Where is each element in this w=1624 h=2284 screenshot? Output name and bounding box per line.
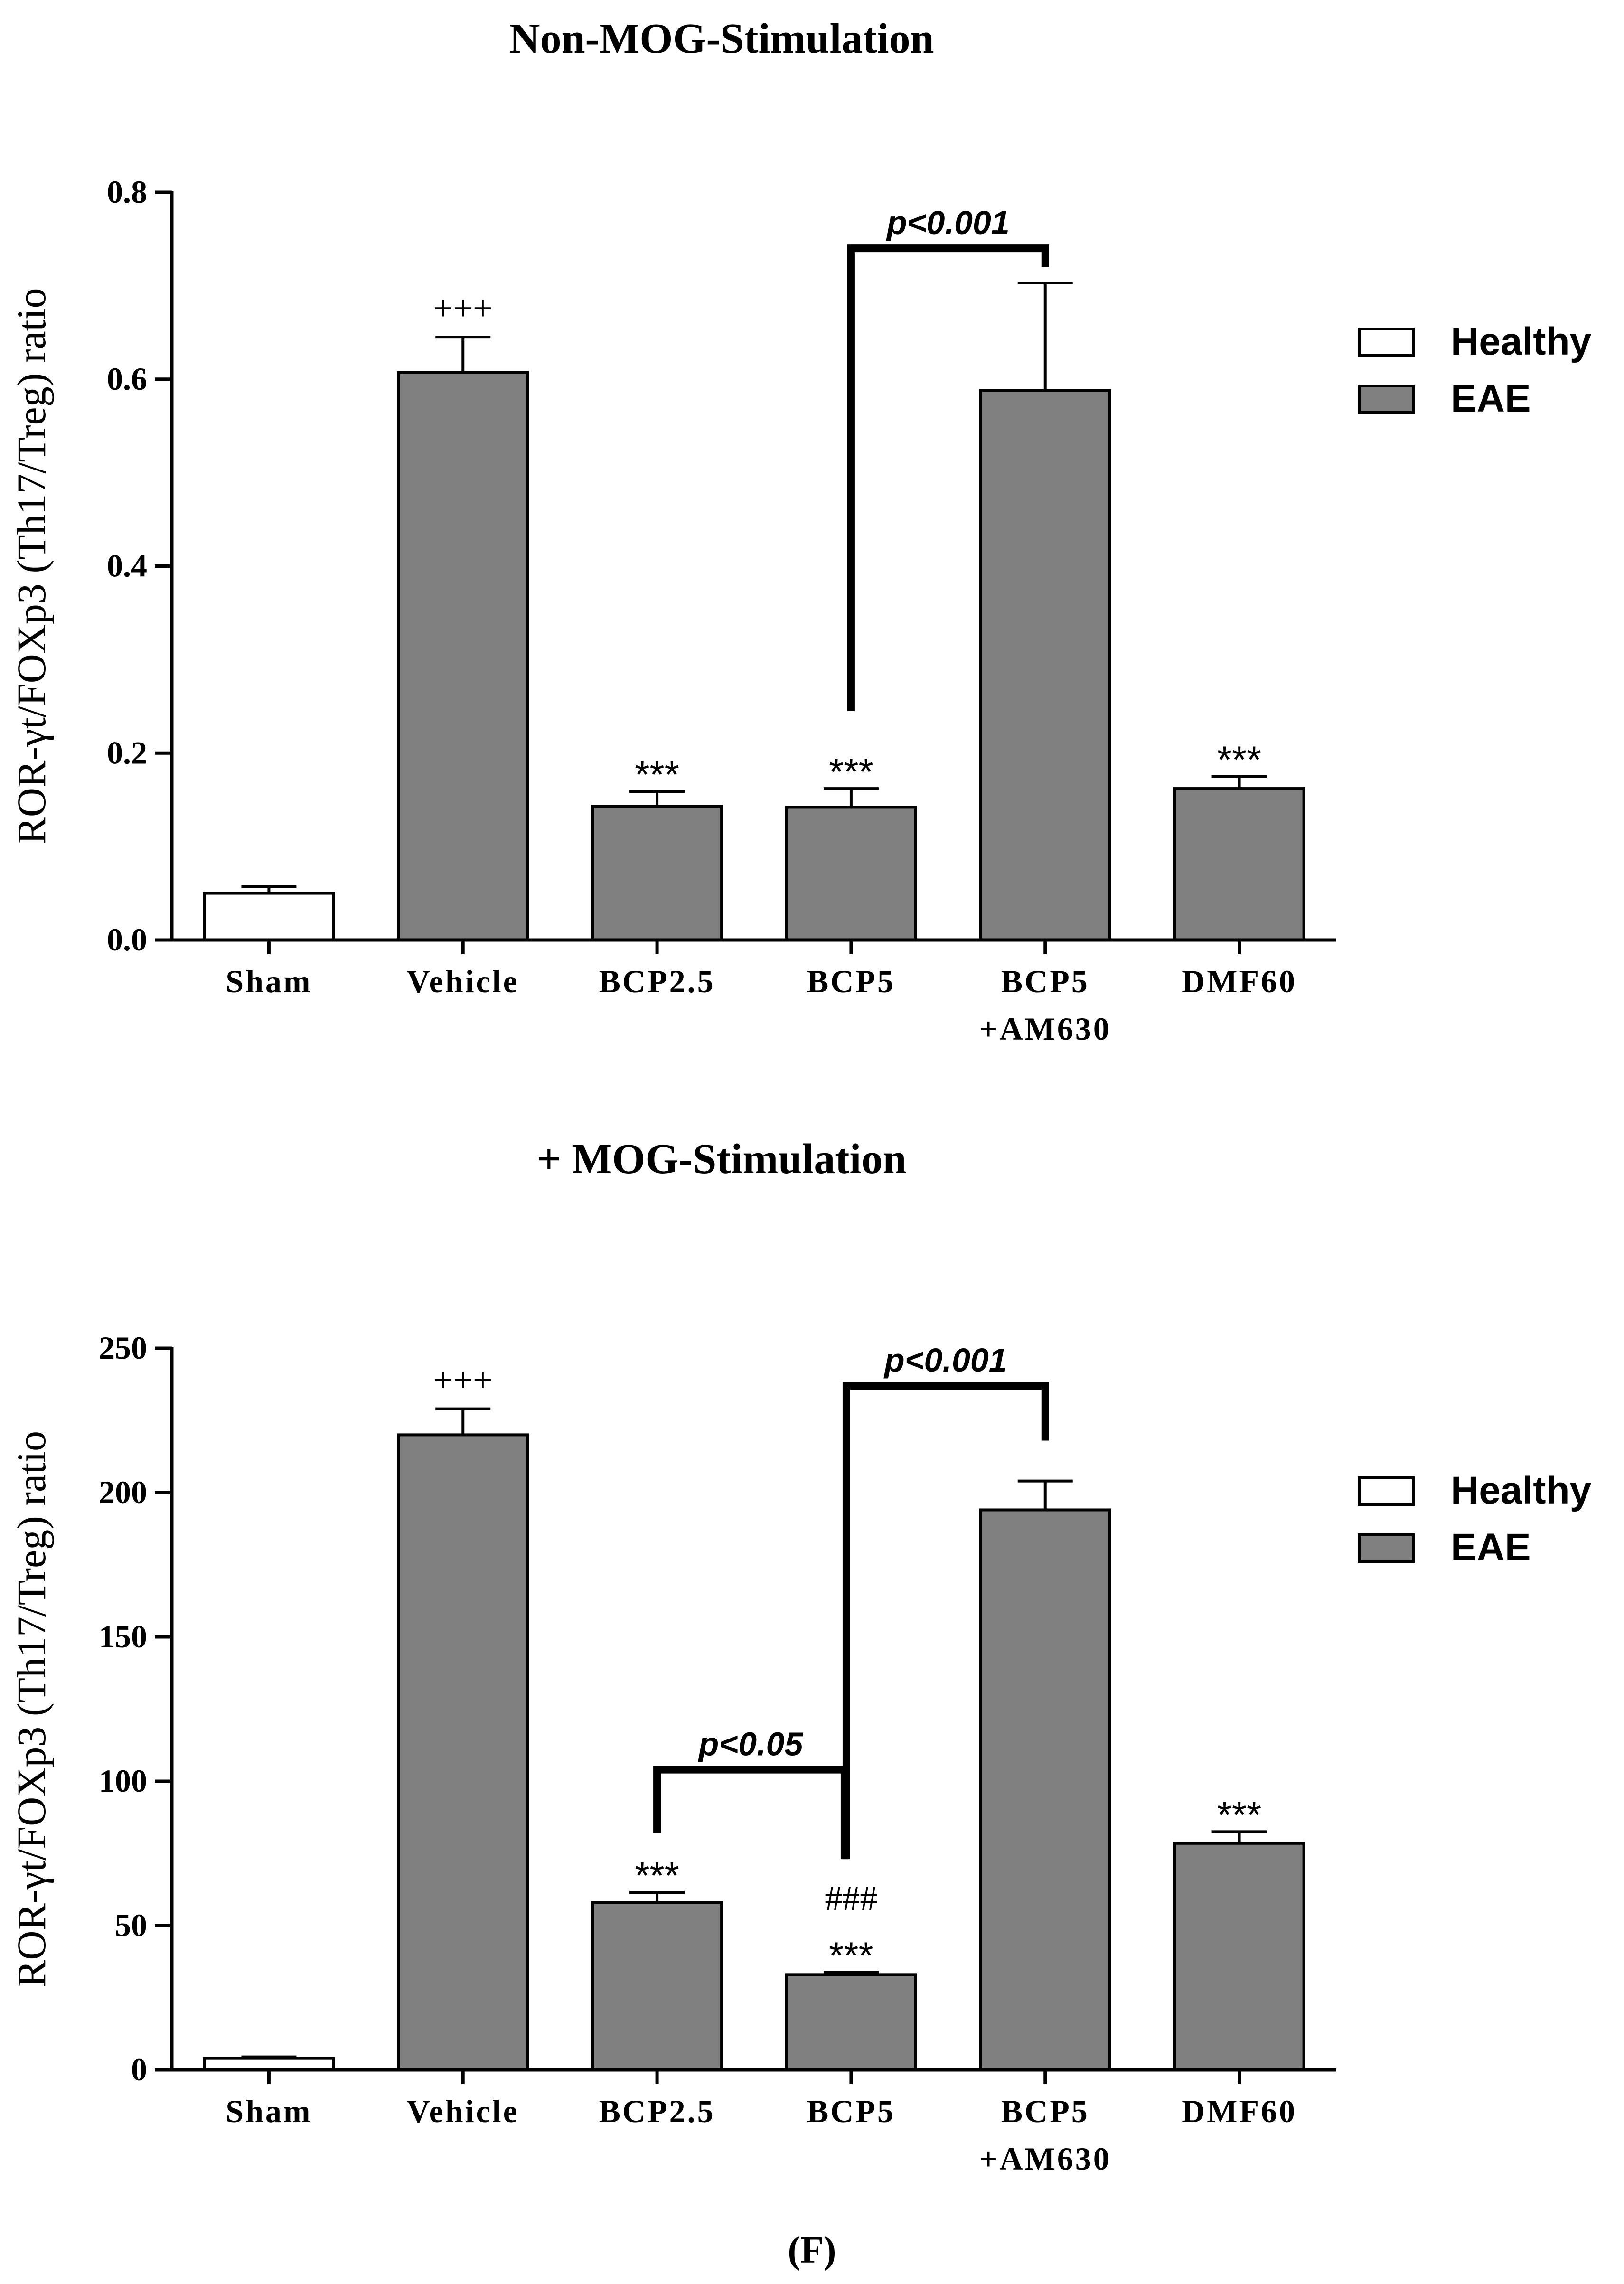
legend-swatch-eae [1358, 1533, 1415, 1563]
legend-item-healthy: Healthy [1358, 1467, 1614, 1524]
legend-mog: Healthy EAE [1358, 1467, 1614, 1581]
y-tick-label: 100 [99, 1763, 147, 1799]
bar-bcp5 [785, 1973, 917, 2071]
x-tick-label: BCP2.5 [599, 963, 715, 999]
chart-title-non-mog: Non-MOG-Stimulation [509, 15, 934, 62]
x-tick-label: +AM630 [979, 2141, 1111, 2177]
bar-bcp5 [785, 806, 917, 941]
legend-label-healthy: Healthy [1451, 1469, 1592, 1512]
comparison-bracket [653, 1766, 848, 1860]
significance-mark: *** [635, 753, 679, 796]
legend-swatch-healthy [1358, 328, 1415, 357]
bar-bcp5-am630 [979, 1508, 1111, 2071]
significance-mark: *** [1217, 1794, 1261, 1836]
x-tick-label: DMF60 [1182, 2093, 1297, 2129]
bar-bcp25 [591, 1901, 723, 2071]
legend-swatch-healthy [1358, 1476, 1415, 1506]
legend-label-eae: EAE [1451, 377, 1531, 420]
y-tick-label: 0.6 [107, 361, 147, 397]
legend-item-healthy: Healthy [1358, 318, 1614, 375]
legend-item-eae: EAE [1358, 375, 1614, 432]
y-tick-label: 0 [131, 2051, 147, 2087]
significance-mark: *** [829, 751, 873, 793]
x-tick-label: Vehicle [407, 963, 519, 999]
bar-dmf60 [1173, 787, 1305, 941]
x-tick-label: Sham [225, 2093, 312, 2129]
y-tick-label: 0.8 [107, 174, 147, 210]
x-tick-label: BCP5 [807, 2093, 895, 2129]
significance-mark: *** [829, 1934, 873, 1976]
x-tick-label: BCP5 [1001, 963, 1089, 999]
legend-label-healthy: Healthy [1451, 320, 1592, 363]
legend-label-eae: EAE [1451, 1526, 1531, 1569]
figure-panel-label: (F) [788, 2229, 836, 2271]
chart-title-mog: + MOG-Stimulation [536, 1136, 907, 1183]
x-tick-label: BCP2.5 [599, 2093, 715, 2129]
bar-dmf60 [1173, 1842, 1305, 2071]
y-tick-label: 0.4 [107, 548, 147, 584]
bar-vehicle [397, 371, 529, 941]
bar-sham [203, 892, 335, 941]
significance-mark: +++ [433, 1361, 493, 1400]
x-tick-label: Vehicle [407, 2093, 519, 2129]
comparison-p-value: p<0.001 [886, 204, 1010, 241]
y-tick-label: 50 [115, 1907, 147, 1943]
legend-non-mog: Healthy EAE [1358, 318, 1614, 432]
bar-sham [203, 2057, 335, 2072]
x-tick-label: BCP5 [1001, 2093, 1089, 2129]
significance-mark: ### [825, 1879, 877, 1918]
y-tick-label: 250 [99, 1330, 147, 1366]
y-tick-label: 0.0 [107, 921, 147, 958]
x-tick-label: BCP5 [807, 963, 895, 999]
y-axis-label: ROR-γt/FOXp3 (Th17/Treg) ratio [9, 1431, 54, 1987]
comparison-p-value: p<0.05 [698, 1726, 804, 1763]
bar-bcp5-am630 [979, 389, 1111, 941]
significance-mark: *** [635, 1854, 679, 1897]
comparison-bracket [847, 244, 1049, 711]
legend-swatch-eae [1358, 385, 1415, 414]
significance-mark: *** [1217, 738, 1261, 780]
chart-mog-stimulation: 0 50 100 150 200 250 Sham Vehicle BCP2.5 BCP5 BCP5… [9, 1330, 1336, 2177]
bar-vehicle [397, 1433, 529, 2071]
x-tick-label: Sham [225, 963, 312, 999]
y-tick-label: 200 [99, 1474, 147, 1510]
x-tick-label: +AM630 [979, 1011, 1111, 1047]
bar-bcp25 [591, 805, 723, 941]
chart-non-mog-stimulation: 0.0 0.2 0.4 0.6 0.8 Sham Vehicle BCP2.5 BCP5 BCP5… [9, 174, 1336, 1047]
comparison-bracket [842, 1382, 1049, 1860]
comparison-p-value: p<0.001 [883, 1342, 1007, 1379]
y-tick-label: 0.2 [107, 734, 147, 771]
legend-item-eae: EAE [1358, 1524, 1614, 1581]
significance-mark: +++ [433, 289, 493, 328]
x-tick-label: DMF60 [1182, 963, 1297, 999]
y-axis-label: ROR-γt/FOXp3 (Th17/Treg) ratio [9, 288, 54, 845]
y-tick-label: 150 [99, 1618, 147, 1654]
